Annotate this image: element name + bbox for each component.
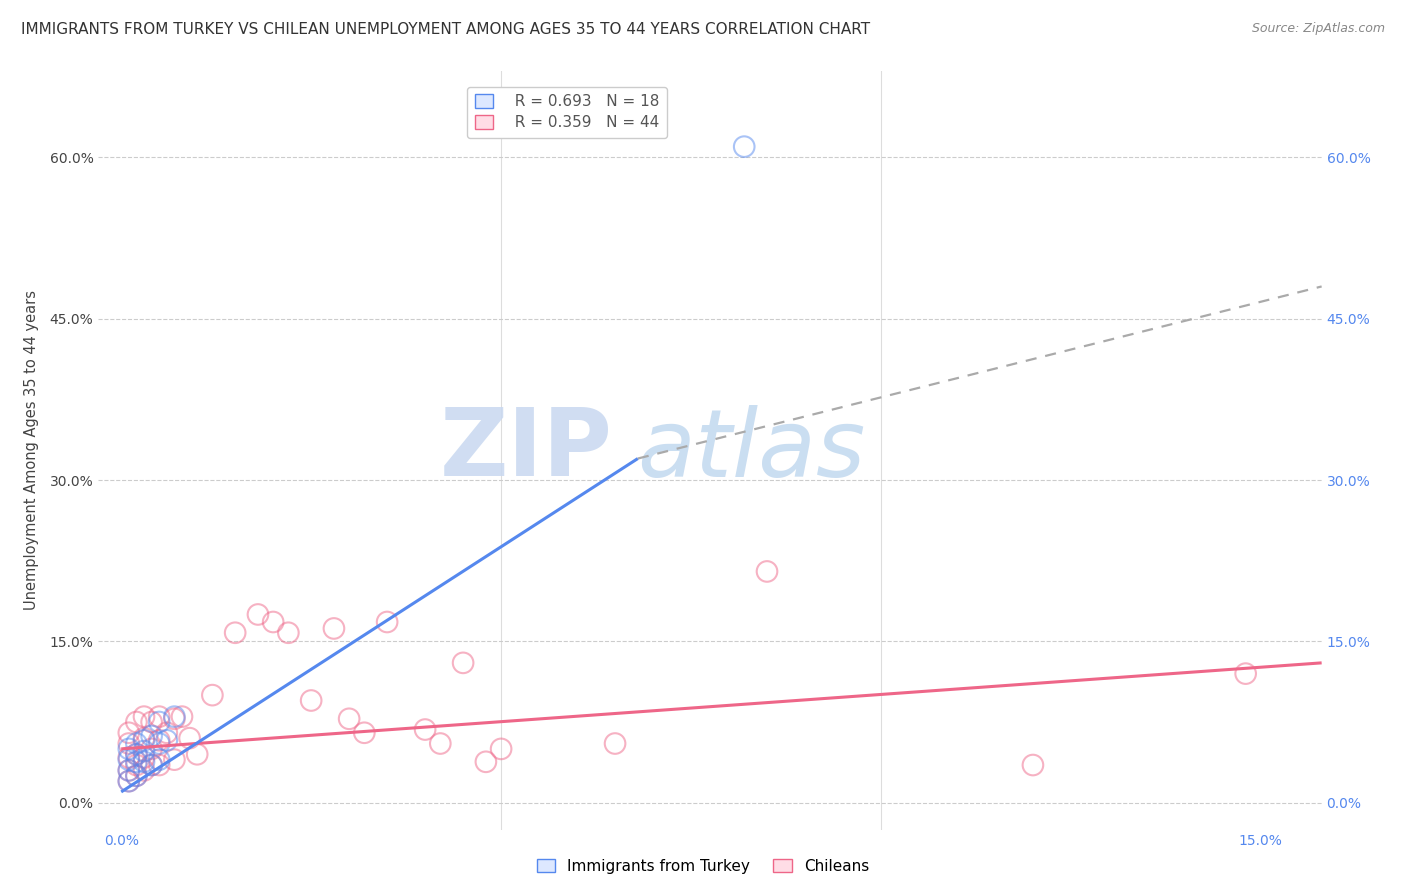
Point <box>118 764 141 778</box>
Point <box>186 747 208 762</box>
Point <box>132 744 155 758</box>
Point <box>118 742 141 756</box>
Point <box>125 769 148 783</box>
Point <box>125 758 148 772</box>
Point <box>489 742 512 756</box>
Point <box>118 737 141 751</box>
Point <box>156 733 179 747</box>
Point <box>148 714 170 729</box>
Text: ZIP: ZIP <box>439 404 612 497</box>
Point <box>148 733 170 747</box>
Legend: Immigrants from Turkey, Chileans: Immigrants from Turkey, Chileans <box>531 853 875 880</box>
Point <box>118 750 141 764</box>
Point <box>132 764 155 778</box>
Point <box>148 737 170 751</box>
Text: atlas: atlas <box>637 405 865 496</box>
Point <box>148 709 170 723</box>
Point <box>125 747 148 762</box>
Point <box>141 714 163 729</box>
Point <box>132 750 155 764</box>
Point <box>163 712 186 726</box>
Point <box>337 712 360 726</box>
Point <box>132 709 155 723</box>
Point <box>132 731 155 746</box>
Point <box>475 755 498 769</box>
Point <box>118 774 141 789</box>
Point <box>323 622 346 636</box>
Point <box>118 725 141 739</box>
Point <box>353 725 375 739</box>
Point <box>141 742 163 756</box>
Point <box>163 753 186 767</box>
Point <box>170 709 193 723</box>
Legend:   R = 0.693   N = 18,   R = 0.359   N = 44: R = 0.693 N = 18, R = 0.359 N = 44 <box>467 87 666 138</box>
Point <box>125 769 148 783</box>
Point <box>224 625 246 640</box>
Point <box>375 615 398 629</box>
Point <box>141 758 163 772</box>
Point <box>118 774 141 789</box>
Point <box>125 747 148 762</box>
Point <box>141 729 163 743</box>
Point <box>201 688 224 702</box>
Point <box>429 737 451 751</box>
Point <box>125 737 148 751</box>
Point <box>246 607 269 622</box>
Y-axis label: Unemployment Among Ages 35 to 44 years: Unemployment Among Ages 35 to 44 years <box>24 291 38 610</box>
Point <box>132 755 155 769</box>
Point <box>451 656 474 670</box>
Point <box>132 733 155 747</box>
Point <box>1234 666 1257 681</box>
Point <box>141 758 163 772</box>
Point <box>179 731 201 746</box>
Point <box>277 625 299 640</box>
Point <box>148 753 170 767</box>
Point <box>148 758 170 772</box>
Point <box>156 725 179 739</box>
Text: IMMIGRANTS FROM TURKEY VS CHILEAN UNEMPLOYMENT AMONG AGES 35 TO 44 YEARS CORRELA: IMMIGRANTS FROM TURKEY VS CHILEAN UNEMPL… <box>21 22 870 37</box>
Point <box>125 755 148 769</box>
Point <box>262 615 284 629</box>
Point <box>299 693 322 707</box>
Point <box>756 565 779 579</box>
Point <box>163 709 186 723</box>
Point <box>733 139 755 153</box>
Point <box>603 737 626 751</box>
Point <box>125 714 148 729</box>
Point <box>118 753 141 767</box>
Point <box>1022 758 1045 772</box>
Point <box>413 723 436 737</box>
Point <box>118 764 141 778</box>
Text: Source: ZipAtlas.com: Source: ZipAtlas.com <box>1251 22 1385 36</box>
